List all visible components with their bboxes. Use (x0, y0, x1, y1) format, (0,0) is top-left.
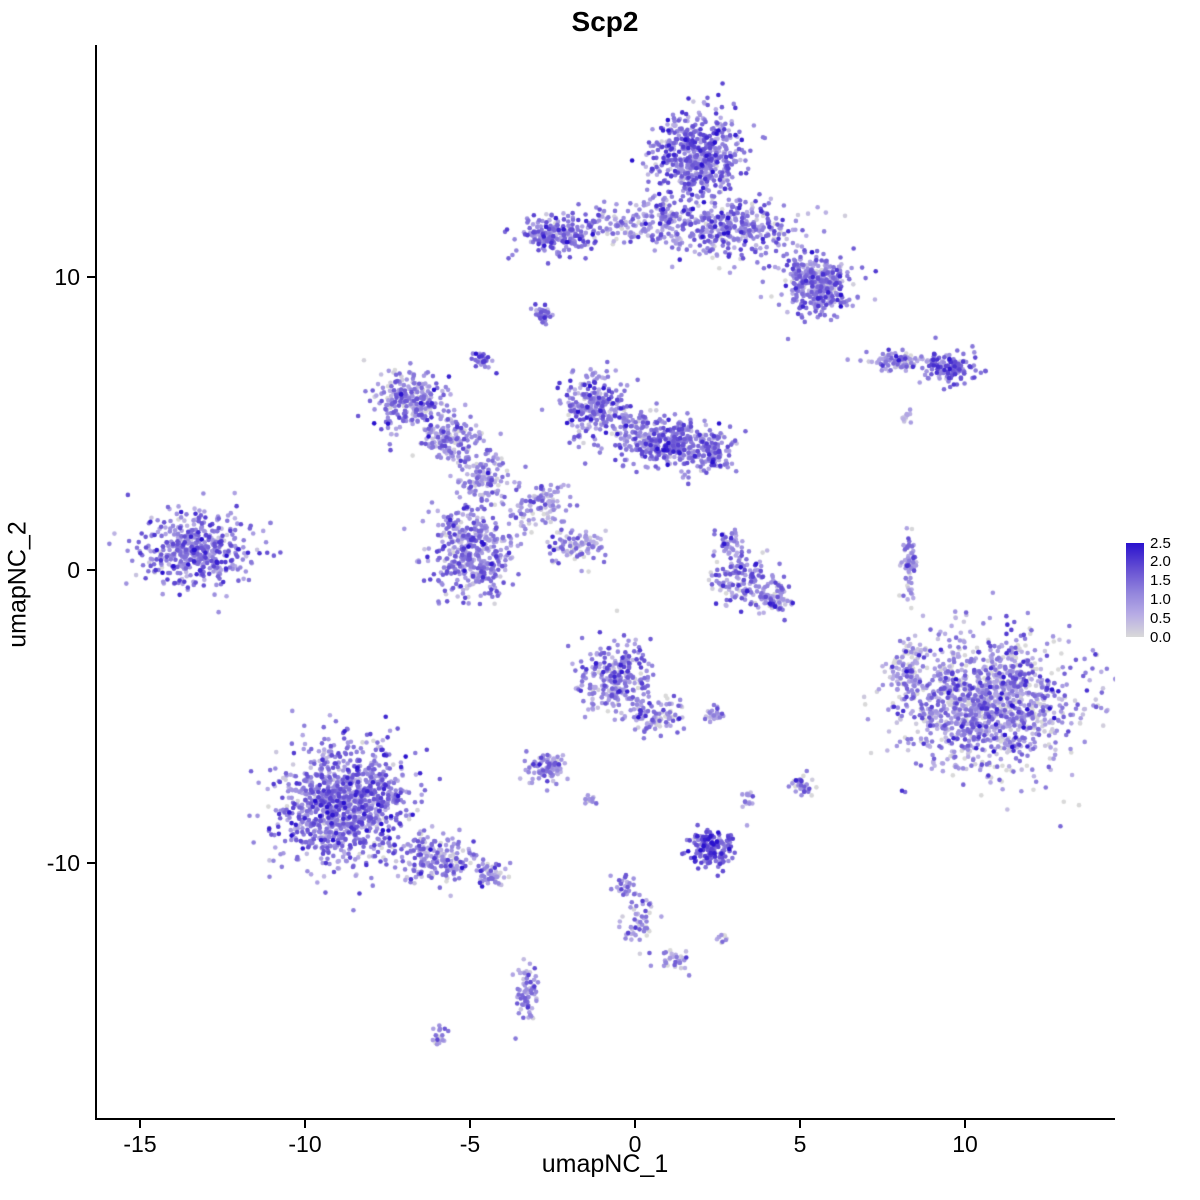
y-tick-label: -10 (46, 850, 80, 877)
x-tick-label: 5 (793, 1131, 807, 1157)
x-tick-label: -15 (123, 1131, 157, 1157)
y-tick-label: 10 (54, 263, 80, 290)
x-tick-label: 10 (952, 1131, 978, 1157)
colorbar-label: 0.5 (1150, 609, 1171, 627)
y-axis-title: umapNC_2 (3, 521, 32, 648)
x-tick-label: 0 (628, 1131, 642, 1157)
x-axis-title: umapNC_1 (541, 1150, 669, 1178)
y-tick-mark (87, 275, 95, 278)
x-tick-mark (139, 1120, 141, 1128)
colorbar-legend: 2.5 2.0 1.5 1.0 0.5 0.0 (1126, 536, 1200, 646)
x-tick-mark (799, 1120, 801, 1128)
colorbar-label: 0.0 (1150, 628, 1171, 646)
x-tick-mark (964, 1120, 966, 1128)
x-tick-label: -10 (288, 1131, 322, 1157)
x-tick-mark (304, 1120, 306, 1128)
x-tick-label: -5 (459, 1131, 481, 1157)
plot-axes (95, 45, 1115, 1120)
x-tick-mark (634, 1120, 636, 1128)
colorbar-gradient (1126, 543, 1144, 637)
colorbar-label: 1.5 (1150, 572, 1171, 590)
colorbar-label: 1.0 (1150, 590, 1171, 608)
colorbar-label: 2.5 (1150, 534, 1171, 552)
y-tick-label: 0 (67, 557, 80, 583)
y-tick-mark (87, 569, 95, 571)
colorbar-label: 2.0 (1150, 553, 1171, 571)
x-tick-mark (469, 1120, 471, 1128)
y-tick-mark (87, 862, 95, 865)
